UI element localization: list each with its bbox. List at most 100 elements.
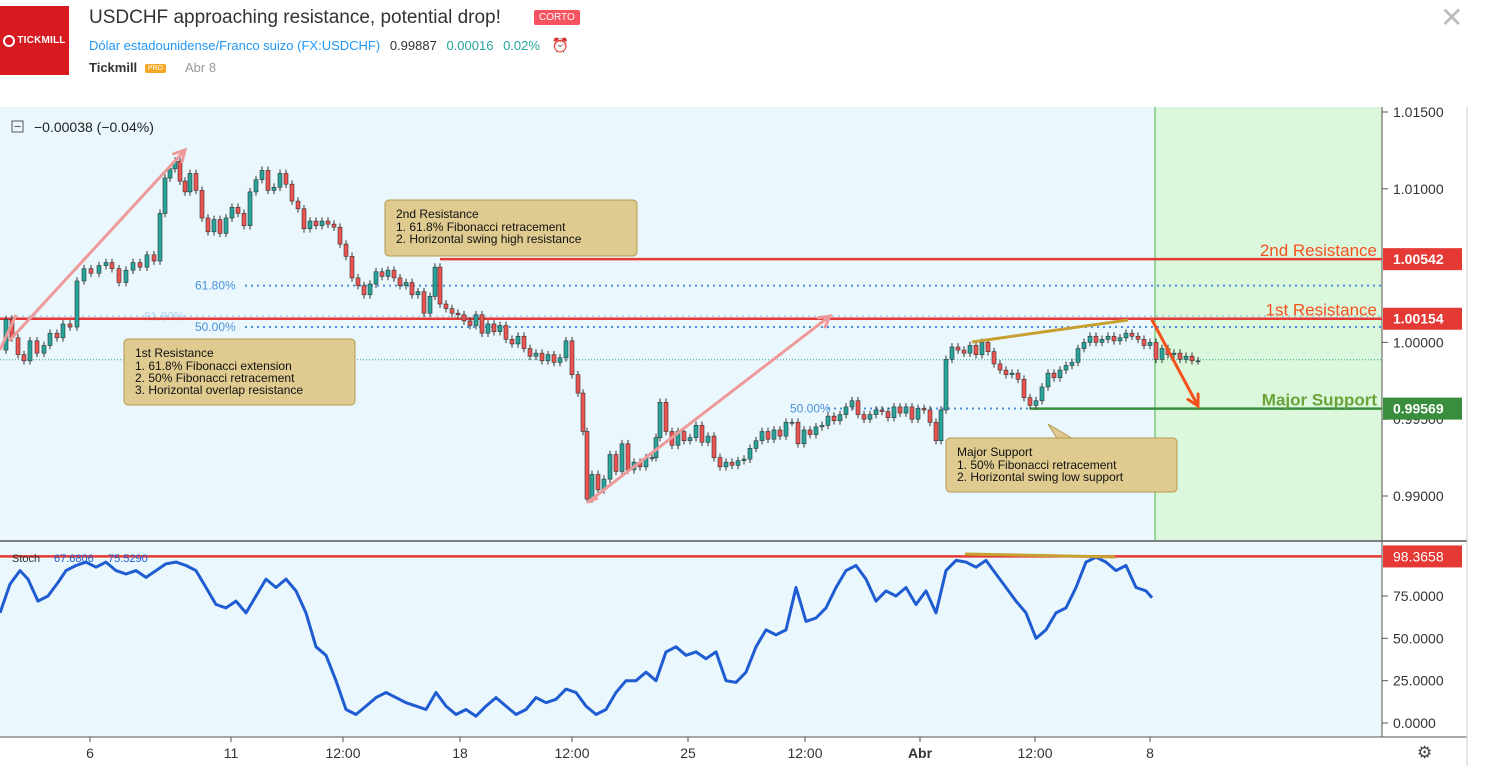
candle-body [943, 358, 949, 411]
candle-body [771, 429, 777, 440]
candle-body [1075, 348, 1081, 363]
fib-level-label: 50.00% [790, 401, 831, 415]
candle-body [283, 173, 289, 185]
candle-body [421, 291, 427, 314]
candle-body [103, 262, 109, 266]
callout-1st-resistance-line: 3. Horizontal overlap resistance [135, 383, 303, 397]
candle-body [449, 308, 455, 314]
candle-body [182, 180, 188, 193]
candle-body [985, 342, 991, 352]
time-tick-label: 12:00 [554, 745, 589, 761]
idea-title: USDCHF approaching resistance, potential… [89, 7, 501, 28]
candle-body [349, 256, 355, 279]
candle-body [813, 426, 819, 435]
callout-major-support-line: 2. Horizontal swing low support [957, 470, 1124, 484]
candle-body [295, 200, 301, 210]
callout-1st-resistance-line: 1. 61.8% Fibonacci extension [135, 359, 292, 373]
gear-icon[interactable]: ⚙ [1417, 743, 1432, 762]
candle-body [921, 408, 927, 411]
callout-1st-resistance-line: 2. 50% Fibonacci retracement [135, 371, 295, 385]
last-price: 0.99887 [389, 38, 437, 53]
candle-body [409, 282, 415, 296]
candle-body [217, 219, 223, 234]
candle-body [867, 414, 873, 420]
candle-body [747, 448, 753, 460]
candle-body [1099, 339, 1105, 343]
candle-body [1189, 355, 1195, 362]
candle-body [247, 191, 253, 226]
stoch-label: Stoch [12, 553, 40, 565]
candle-body [783, 421, 789, 437]
candle-body [229, 206, 235, 219]
candle-body [391, 269, 397, 279]
candle-body [1183, 355, 1189, 360]
candle-body [687, 437, 693, 442]
candle-body [891, 406, 897, 418]
time-tick-label: 8 [1146, 745, 1154, 761]
candle-body [1003, 369, 1009, 375]
stoch-marker-label: 98.3658 [1393, 548, 1444, 564]
candle-body [625, 443, 631, 471]
time-tick-label: 25 [680, 745, 696, 761]
candle-body [319, 220, 325, 226]
symbol-name-link[interactable]: Dólar estadounidense/Franco suizo [89, 38, 294, 53]
level-price-badge [1383, 397, 1462, 420]
close-icon[interactable]: ✕ [1440, 2, 1464, 33]
candle-body [432, 266, 438, 297]
candle-body [1021, 378, 1027, 398]
candle-body [109, 262, 115, 269]
candle-body [54, 332, 60, 339]
candle-body [277, 173, 283, 188]
author-name-text[interactable]: Tickmill [89, 60, 138, 75]
time-tick-label: 6 [86, 745, 94, 761]
candle-body [1015, 372, 1021, 380]
candle-body [807, 429, 813, 435]
candle-body [1177, 352, 1183, 360]
candle-body [717, 457, 723, 468]
candle-body [849, 400, 855, 408]
pro-badge: PRO [144, 64, 166, 74]
stoch-tick-label: 50.0000 [1393, 630, 1444, 646]
level-price-label: 0.99569 [1393, 401, 1444, 417]
candle-body [1009, 372, 1015, 375]
candle-body [157, 213, 163, 262]
candle-body [167, 168, 173, 179]
candle-body [144, 254, 150, 268]
candle-body [331, 223, 337, 228]
stoch-pane[interactable] [0, 552, 1382, 718]
candle-body [479, 314, 485, 334]
alarm-clock-icon[interactable]: ⏰ [551, 37, 569, 53]
candle-body [777, 429, 783, 437]
trend-arrow-tail [0, 314, 18, 351]
projection-arrow-down [1150, 318, 1200, 408]
candle-body [455, 312, 461, 316]
candle-body [765, 431, 771, 440]
candle-body [123, 269, 129, 283]
candle-body [137, 262, 143, 268]
candle-body [437, 266, 443, 305]
candle-body [1087, 335, 1093, 343]
candle-body [307, 220, 313, 230]
candle-body [21, 354, 27, 362]
candle-body [759, 431, 765, 442]
candle-body [557, 357, 563, 363]
candle-body [289, 183, 295, 202]
candle-body [991, 351, 997, 365]
candle-body [1141, 339, 1147, 346]
candle-body [162, 177, 168, 214]
candle-body [497, 325, 503, 332]
author-name[interactable]: Tickmill PRO [89, 60, 166, 75]
minus-box-icon[interactable] [11, 120, 24, 133]
candle-body [1027, 397, 1033, 406]
candle-body [563, 340, 569, 359]
projection-arrow-down-head [1186, 392, 1200, 409]
price-change-pct: 0.02% [503, 38, 540, 53]
symbol-code-link[interactable]: (FX:USDCHF) [297, 38, 381, 53]
price-pane[interactable]: 61.80% 61.80% 50.00% 50.00% 2nd Resistance 1s… [0, 147, 1382, 504]
projection-zone [1155, 107, 1382, 540]
candle-body [193, 173, 199, 191]
candle-body [1069, 362, 1075, 366]
time-tick-label: 12:00 [325, 745, 360, 761]
candle-body [211, 219, 217, 233]
chart-area[interactable]: 61.80% 61.80% 50.00% 50.00% 2nd Resistance 1s… [0, 100, 1489, 778]
